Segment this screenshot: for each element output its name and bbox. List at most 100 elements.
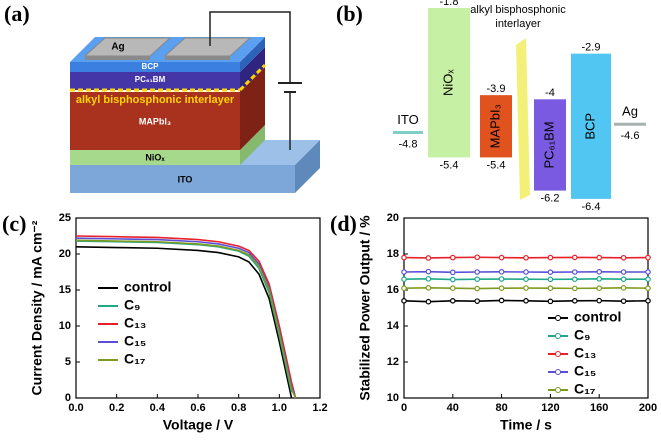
y-tick-label: 5 (65, 356, 71, 368)
marker (571, 297, 578, 304)
layer-label: Ag (111, 42, 124, 53)
interlayer-side (238, 63, 267, 92)
layer-label: NiOₓ (145, 152, 165, 162)
plot-frame (403, 217, 649, 399)
y-axis-label: Current Density / mA cm⁻² (29, 220, 45, 395)
marker (596, 276, 603, 282)
series-line (75, 235, 297, 399)
perovskite-front (70, 92, 240, 150)
legend-marker (555, 351, 561, 357)
marker (523, 269, 529, 275)
marker (620, 285, 627, 291)
pcbm-side (240, 47, 265, 92)
legend-label: C₁₃ (574, 345, 596, 361)
marker (620, 269, 627, 275)
marker (401, 254, 407, 261)
legend-marker (555, 315, 561, 321)
x-tick-label: 80 (495, 402, 507, 414)
wire (209, 11, 291, 83)
y-tick-label: 16 (387, 284, 399, 296)
electrode-value: -4.8 (399, 138, 418, 150)
legend-label: C₉ (574, 327, 590, 343)
marker (449, 285, 456, 292)
legend-label: C₁₅ (124, 333, 146, 349)
energy-level-box (534, 99, 566, 191)
legend-label: C₁₇ (124, 351, 146, 367)
layer-label: ITO (178, 174, 193, 184)
x-tick-label: 1.2 (312, 402, 327, 414)
level-value: -4 (545, 87, 555, 99)
layer-label: PC₆₁BM (135, 75, 166, 84)
plot-frame (75, 217, 321, 399)
marker (523, 285, 529, 291)
ito-front (70, 165, 295, 193)
legend-marker (555, 333, 561, 339)
marker (620, 276, 627, 283)
legend-label: C₁₇ (574, 381, 596, 397)
energy-level-box (428, 8, 470, 158)
electrode-name: Ag (622, 104, 638, 119)
interlayer-strip (516, 38, 530, 200)
marker (474, 298, 481, 304)
marker (645, 276, 651, 283)
marker (547, 276, 554, 283)
marker (401, 269, 407, 275)
marker (425, 268, 432, 275)
marker (645, 254, 651, 261)
level-value: -5.4 (440, 159, 459, 171)
legend-label: C₁₅ (574, 363, 596, 379)
marker (425, 255, 432, 261)
marker (547, 285, 554, 292)
energy-level-box (480, 95, 512, 158)
marker (401, 276, 407, 283)
marker (449, 276, 456, 283)
marker (474, 269, 481, 275)
marker (596, 297, 603, 304)
y-tick-label: 15 (59, 284, 71, 296)
marker (620, 298, 627, 304)
level-value: -2.9 (582, 42, 601, 54)
marker (523, 254, 529, 261)
legend-marker (555, 369, 561, 375)
bcp-side (240, 37, 265, 72)
layer-name: NiOₓ (440, 69, 455, 96)
marker (449, 297, 456, 304)
y-tick-label: 20 (387, 212, 399, 224)
marker (523, 297, 529, 304)
x-tick-label: 0.0 (68, 402, 83, 414)
level-value: -6.4 (582, 201, 601, 213)
device-schematic (70, 11, 320, 193)
y-tick-label: 12 (387, 356, 399, 368)
x-axis-label: Time / s (500, 417, 552, 433)
marker (571, 285, 578, 292)
marker (596, 285, 603, 292)
series-line (75, 239, 297, 399)
marker (449, 254, 456, 261)
y-tick-label: 10 (59, 320, 71, 332)
panel-label: (d) (330, 211, 357, 236)
level-value: -1.8 (440, 0, 459, 8)
marker (547, 254, 554, 261)
bcp-front (70, 62, 240, 72)
y-tick-label: 20 (59, 248, 71, 260)
series-line (75, 237, 297, 399)
marker (645, 297, 651, 304)
electrode-value: -4.6 (621, 130, 640, 142)
marker (571, 269, 578, 275)
marker (571, 254, 578, 261)
x-tick-label: 200 (639, 402, 657, 414)
x-tick-label: 160 (590, 402, 608, 414)
interlayer-label: alkyl bisphosphonic (470, 4, 566, 16)
marker (449, 269, 456, 276)
ag-pad-edge (85, 56, 150, 60)
marker (401, 285, 407, 292)
x-tick-label: 1.0 (272, 402, 287, 414)
marker (596, 254, 603, 261)
y-tick-label: 14 (387, 320, 400, 332)
ito-side (295, 140, 320, 193)
electrode-name: ITO (397, 112, 418, 127)
marker (645, 285, 651, 292)
legend-marker (555, 387, 561, 393)
level-value: -3.9 (487, 83, 506, 95)
legend-label: C₉ (124, 297, 140, 313)
